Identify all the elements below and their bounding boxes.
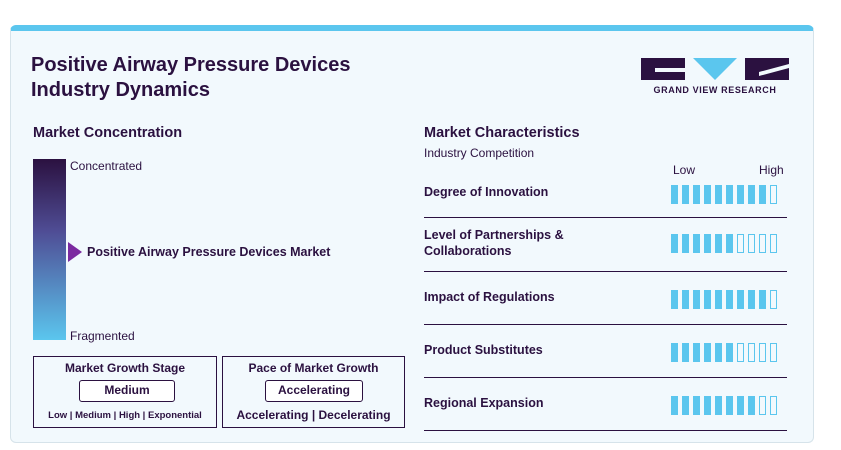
level-segment-filled [693, 343, 700, 362]
scale-low: Low [48, 410, 68, 421]
level-segment-filled [737, 185, 744, 204]
logo-text: GRAND VIEW RESEARCH [653, 85, 777, 95]
level-segment-filled [693, 185, 700, 204]
level-segment-empty [770, 396, 777, 415]
characteristic-row: Product Substitutes [424, 324, 787, 378]
level-segment-filled [671, 234, 678, 253]
level-segment-filled [693, 290, 700, 309]
level-segment-empty [737, 234, 744, 253]
level-segment-filled [704, 290, 711, 309]
scale-medium: Medium [75, 410, 111, 421]
characteristic-label: Regional Expansion [424, 396, 544, 410]
level-segment-empty [770, 234, 777, 253]
concentration-gradient-bar [33, 159, 66, 340]
fragmented-label: Fragmented [70, 329, 135, 343]
growth-pace-title: Pace of Market Growth [248, 361, 379, 375]
level-segment-filled [759, 290, 766, 309]
industry-competition-label: Industry Competition [424, 146, 535, 160]
level-segment-empty [748, 343, 755, 362]
characteristic-level-meter [671, 185, 777, 204]
level-segment-filled [682, 234, 689, 253]
characteristic-level-meter [671, 234, 777, 253]
characteristic-level-meter [671, 290, 777, 309]
level-segment-filled [693, 396, 700, 415]
level-segment-empty [770, 185, 777, 204]
marker-triangle-icon [68, 242, 82, 262]
characteristic-level-meter [671, 396, 777, 415]
growth-stage-title: Market Growth Stage [64, 361, 186, 375]
level-segment-filled [715, 234, 722, 253]
growth-pace-scale: Accelerating | Decelerating [236, 408, 391, 422]
scale-high: High [118, 410, 141, 421]
level-segment-filled [715, 185, 722, 204]
level-segment-empty [770, 343, 777, 362]
level-segment-filled [682, 185, 689, 204]
level-segment-filled [671, 185, 678, 204]
characteristic-label: Level of Partnerships & Collaborations [424, 228, 564, 258]
characteristic-label: Impact of Regulations [424, 290, 555, 304]
high-label: High [759, 163, 784, 177]
scale-exponential: Exponential [147, 410, 202, 421]
market-marker-label: Positive Airway Pressure Devices Market [87, 245, 331, 259]
growth-pace-value: Accelerating [265, 380, 363, 402]
level-segment-filled [682, 343, 689, 362]
level-segment-filled [759, 185, 766, 204]
level-segment-filled [748, 290, 755, 309]
characteristic-label: Degree of Innovation [424, 185, 549, 199]
level-segment-filled [726, 290, 733, 309]
level-segment-empty [737, 343, 744, 362]
level-segment-filled [704, 234, 711, 253]
level-segment-filled [682, 290, 689, 309]
pace-of-market-growth-box: Pace of Market Growth Accelerating Accel… [222, 356, 405, 428]
level-segment-empty [748, 234, 755, 253]
level-segment-empty [759, 343, 766, 362]
level-segment-filled [715, 396, 722, 415]
level-segment-filled [704, 185, 711, 204]
industry-dynamics-card: Positive Airway Pressure Devices Industr… [10, 25, 814, 443]
characteristic-row: Level of Partnerships & Collaborations [424, 217, 787, 272]
level-segment-filled [726, 343, 733, 362]
concentrated-label: Concentrated [70, 159, 143, 173]
market-growth-stage-box: Market Growth Stage Medium Low | Medium … [33, 356, 217, 428]
scale-accelerating: Accelerating [236, 408, 309, 422]
level-segment-filled [748, 185, 755, 204]
characteristic-row: Degree of Innovation [424, 171, 787, 218]
level-segment-filled [704, 343, 711, 362]
low-label: Low [673, 163, 696, 177]
level-segment-filled [737, 290, 744, 309]
growth-stage-value: Medium [79, 380, 175, 402]
characteristic-label: Product Substitutes [424, 343, 543, 357]
level-segment-filled [671, 343, 678, 362]
level-segment-filled [715, 290, 722, 309]
market-characteristics-title: Market Characteristics [424, 125, 580, 141]
level-segment-filled [682, 396, 689, 415]
level-segment-filled [671, 396, 678, 415]
scale-decelerating: Decelerating [318, 408, 391, 422]
growth-stage-scale: Low | Medium | High | Exponential [48, 410, 202, 421]
level-segment-filled [726, 234, 733, 253]
level-segment-filled [715, 343, 722, 362]
characteristic-level-meter [671, 343, 777, 362]
market-concentration-title: Market Concentration [33, 125, 183, 141]
characteristic-row: Impact of Regulations [424, 271, 787, 325]
level-segment-empty [759, 396, 766, 415]
level-segment-filled [693, 234, 700, 253]
characteristic-row: Regional Expansion [424, 377, 787, 431]
title-line-1: Positive Airway Pressure Devices [31, 54, 351, 76]
level-segment-filled [737, 396, 744, 415]
level-segment-filled [748, 396, 755, 415]
grand-view-research-logo [641, 58, 789, 80]
level-segment-empty [770, 290, 777, 309]
level-segment-empty [759, 234, 766, 253]
level-segment-filled [726, 396, 733, 415]
page-title: Positive Airway Pressure Devices Industr… [31, 53, 350, 103]
title-line-2: Industry Dynamics [31, 79, 210, 101]
level-segment-filled [704, 396, 711, 415]
level-segment-filled [726, 185, 733, 204]
level-segment-filled [671, 290, 678, 309]
